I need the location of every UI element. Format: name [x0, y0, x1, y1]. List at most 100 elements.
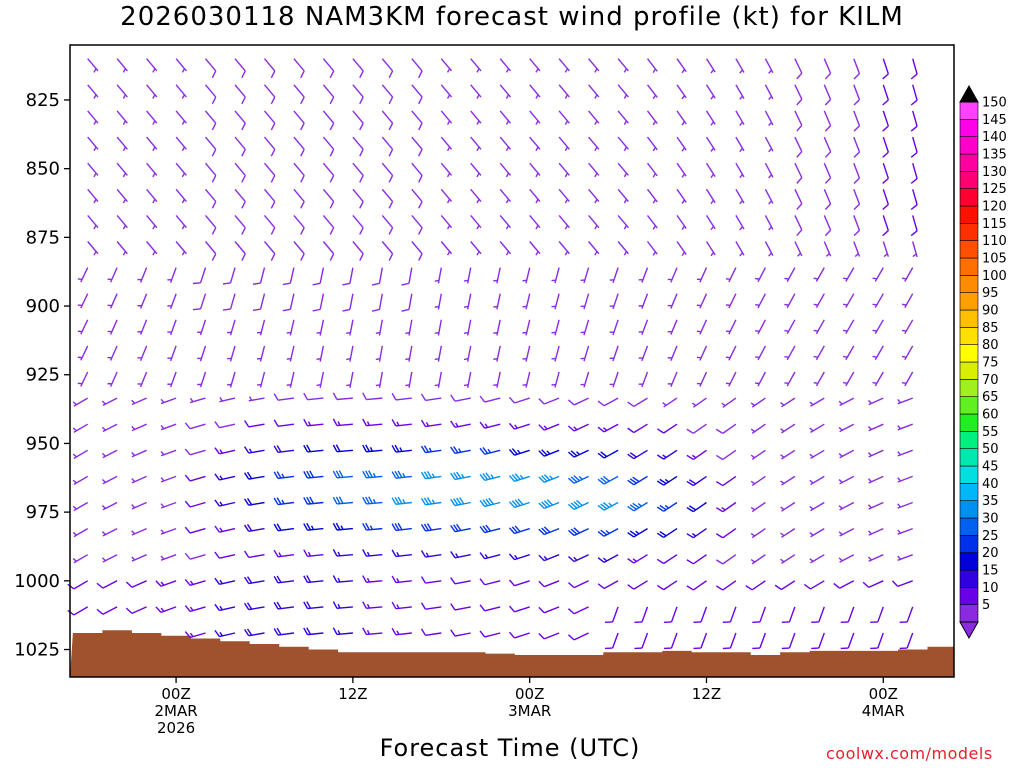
barb-half-flag — [72, 401, 77, 406]
wind-barb — [794, 110, 803, 132]
barb-half-flag — [160, 581, 165, 586]
barb-staff — [229, 293, 236, 310]
wind-barb — [381, 110, 394, 131]
barb-flag — [597, 478, 605, 485]
barb-staff — [336, 397, 353, 401]
wind-barb — [131, 397, 147, 406]
wind-barb — [440, 214, 453, 230]
barb-half-flag — [652, 199, 657, 204]
wind-barb — [116, 188, 128, 204]
barb-flag — [243, 524, 250, 532]
barb-staff — [219, 554, 236, 559]
barb-half-flag — [551, 357, 556, 360]
barb-staff — [810, 580, 825, 590]
wind-barb — [897, 554, 913, 561]
barb-half-flag — [107, 278, 112, 281]
surface-terrain — [70, 630, 954, 677]
barb-flag — [214, 525, 220, 533]
barb-flag — [456, 497, 462, 505]
barb-half-flag — [813, 355, 819, 358]
barb-half-flag — [750, 480, 756, 485]
wind-barb — [116, 84, 128, 99]
wind-barb — [332, 444, 353, 453]
barb-flag — [342, 308, 351, 312]
barb-flag — [634, 647, 643, 650]
barb-half-flag — [72, 427, 77, 432]
barb-half-flag — [286, 383, 292, 386]
wind-barb — [715, 501, 737, 513]
wind-barb — [101, 501, 118, 511]
source-credit[interactable]: coolwx.com/models — [826, 744, 993, 763]
wind-barb — [381, 162, 394, 183]
barb-half-flag — [77, 356, 83, 359]
barb-flag — [391, 549, 397, 557]
wind-barb — [823, 58, 832, 80]
wind-barb — [627, 528, 648, 538]
barb-half-flag — [564, 94, 569, 99]
barb-staff — [484, 606, 501, 612]
barb-half-flag — [897, 555, 902, 560]
barb-half-flag — [867, 556, 872, 561]
barb-half-flag — [721, 506, 726, 511]
barb-half-flag — [652, 251, 657, 256]
wind-barb — [686, 423, 707, 434]
barb-flag — [715, 428, 724, 434]
barb-flag — [391, 445, 397, 453]
barb-flag — [359, 253, 364, 261]
barb-staff — [543, 632, 560, 640]
barb-staff — [670, 632, 678, 649]
barb-half-flag — [346, 331, 351, 334]
wind-barb — [332, 627, 353, 636]
barb-staff — [573, 632, 589, 641]
barb-half-flag — [281, 473, 285, 479]
barb-flag — [312, 308, 321, 312]
barb-flag — [853, 99, 860, 106]
colorbar-swatch — [959, 500, 979, 519]
barb-flag — [359, 70, 364, 79]
barb-flag — [303, 392, 309, 401]
barb-staff — [263, 110, 276, 124]
barb-half-flag — [897, 477, 902, 482]
wind-barb — [256, 319, 266, 336]
barb-flag — [300, 227, 305, 235]
wind-barb — [316, 319, 325, 336]
wind-barb — [705, 84, 716, 100]
barb-half-flag — [107, 356, 112, 359]
wind-barb — [303, 601, 324, 610]
barb-half-flag — [780, 506, 785, 511]
wind-barb — [882, 162, 890, 184]
barb-flag — [362, 575, 367, 583]
barb-flag — [418, 201, 423, 209]
wind-barb — [273, 549, 294, 558]
barb-half-flag — [493, 305, 498, 308]
wind-barb — [567, 527, 589, 537]
barb-flag — [715, 480, 724, 487]
barb-staff — [692, 423, 707, 434]
barb-flag — [811, 647, 819, 650]
colorbar-label: 25 — [982, 529, 999, 544]
barb-flag — [312, 282, 321, 286]
barb-half-flag — [101, 478, 107, 483]
wind-barb — [342, 267, 354, 286]
barb-flag — [306, 470, 312, 479]
barb-staff — [352, 58, 364, 72]
barb-half-flag — [167, 357, 172, 359]
wind-barb — [450, 394, 471, 402]
barb-half-flag — [256, 357, 262, 360]
barb-half-flag — [573, 556, 578, 561]
barb-flag — [567, 399, 575, 406]
colorbar-swatch — [959, 240, 979, 259]
wind-barb — [227, 319, 236, 336]
barb-half-flag — [594, 198, 598, 204]
wind-barb — [72, 423, 89, 433]
barb-staff — [293, 241, 305, 255]
wind-barb — [567, 580, 589, 589]
barb-half-flag — [594, 68, 598, 73]
barb-flag — [570, 476, 578, 483]
wind-barb — [214, 603, 236, 612]
barb-half-flag — [77, 278, 83, 281]
wind-barb — [567, 423, 589, 432]
barb-staff — [906, 606, 914, 623]
barb-flag — [270, 96, 276, 105]
barb-half-flag — [337, 421, 341, 426]
